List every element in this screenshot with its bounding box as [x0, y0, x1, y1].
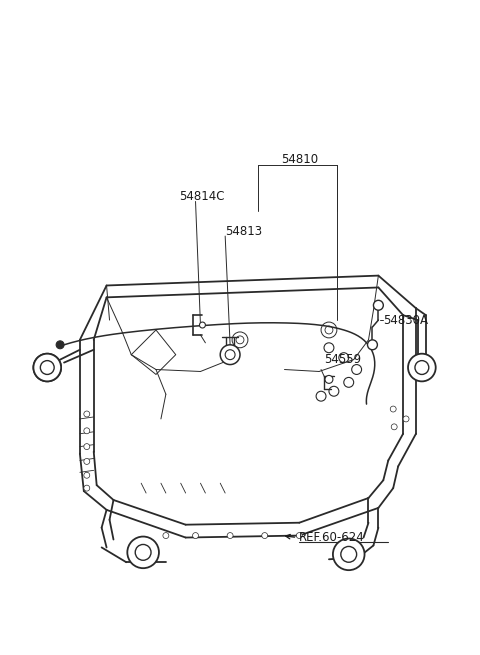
Circle shape	[316, 391, 326, 401]
Circle shape	[84, 458, 90, 464]
Circle shape	[373, 301, 384, 310]
Circle shape	[341, 546, 357, 562]
Circle shape	[232, 332, 248, 348]
Circle shape	[220, 345, 240, 365]
Circle shape	[56, 341, 64, 348]
Text: 54814C: 54814C	[179, 190, 224, 203]
Circle shape	[391, 424, 397, 430]
Circle shape	[200, 322, 205, 328]
Circle shape	[84, 485, 90, 491]
Circle shape	[34, 354, 61, 381]
Circle shape	[84, 443, 90, 449]
Circle shape	[262, 533, 268, 538]
Circle shape	[325, 326, 333, 334]
Circle shape	[333, 538, 364, 570]
Circle shape	[352, 365, 361, 375]
Text: 54813: 54813	[225, 225, 262, 238]
Circle shape	[127, 536, 159, 568]
Text: 54559: 54559	[324, 353, 361, 366]
Circle shape	[227, 533, 233, 538]
Circle shape	[339, 352, 349, 363]
Circle shape	[415, 361, 429, 375]
Circle shape	[192, 533, 199, 538]
Circle shape	[296, 533, 302, 538]
Circle shape	[135, 544, 151, 560]
Circle shape	[390, 406, 396, 412]
Circle shape	[84, 428, 90, 434]
Circle shape	[84, 411, 90, 417]
Circle shape	[325, 375, 333, 383]
Circle shape	[408, 354, 436, 381]
Circle shape	[163, 533, 169, 538]
Circle shape	[403, 416, 409, 422]
Circle shape	[321, 322, 337, 338]
Circle shape	[225, 350, 235, 360]
Text: 54810: 54810	[281, 153, 318, 166]
Circle shape	[40, 361, 54, 375]
Circle shape	[344, 377, 354, 387]
Text: REF.60-624: REF.60-624	[300, 531, 365, 544]
Circle shape	[84, 472, 90, 478]
Circle shape	[236, 336, 244, 344]
Text: 54830A: 54830A	[384, 314, 428, 327]
Circle shape	[324, 343, 334, 352]
Circle shape	[329, 386, 339, 396]
Circle shape	[368, 340, 377, 350]
